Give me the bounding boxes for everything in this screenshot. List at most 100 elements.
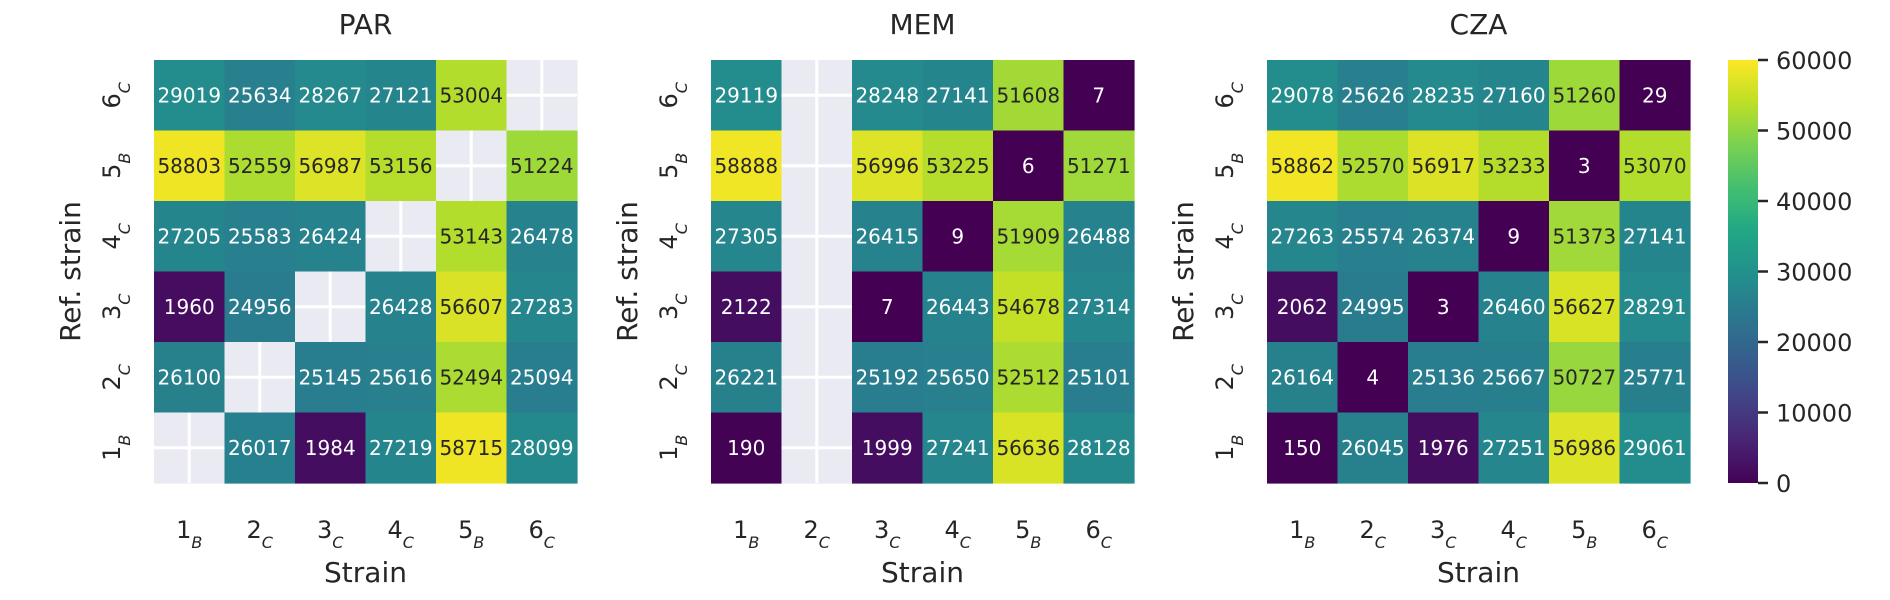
x-tick-label: 6C xyxy=(1086,516,1113,552)
cell-value-label: 58715 xyxy=(439,436,503,460)
heatmap-cell xyxy=(711,412,783,484)
cell-value-label: 27121 xyxy=(369,83,433,107)
colorbar-tick-label: 0 xyxy=(1776,470,1791,498)
cell-value-label: 52494 xyxy=(439,365,503,389)
x-tick-label: 6C xyxy=(1642,516,1669,552)
cell-value-label: 58803 xyxy=(157,154,221,178)
y-tick-label: 4C xyxy=(98,222,134,249)
cell-value-label: 28099 xyxy=(510,436,574,460)
x-tick-label: 2C xyxy=(1360,516,1387,552)
heatmap-cell xyxy=(852,271,924,343)
heatmap-cell xyxy=(365,60,437,132)
cell-value-label: 51909 xyxy=(996,224,1060,248)
heatmap-cell xyxy=(922,130,994,202)
heatmap-cell xyxy=(922,201,994,273)
colorbar-tick-label: 60000 xyxy=(1776,47,1852,75)
heatmap-cell xyxy=(1267,130,1339,202)
cell-value-label: 26164 xyxy=(1270,365,1334,389)
heatmap-cell xyxy=(224,201,296,273)
heatmap-cell xyxy=(922,60,994,132)
y-tick-label: 6C xyxy=(655,81,691,108)
heatmap-cell xyxy=(436,412,508,484)
cell-value-label: 25136 xyxy=(1411,365,1475,389)
cell-value-label: 27251 xyxy=(1482,436,1546,460)
cell-value-label: 25667 xyxy=(1482,365,1546,389)
heatmap-panel-mem: MEM 29119 28248 27141 51608 7 58888 56996 53225 6… xyxy=(611,8,1135,589)
cell-value-label: 56996 xyxy=(855,154,919,178)
cell-value-label: 51224 xyxy=(510,154,574,178)
heatmap-cell xyxy=(993,342,1065,414)
heatmap-cell xyxy=(1063,342,1135,414)
heatmap-cell xyxy=(1267,271,1339,343)
cell-value-label: 4 xyxy=(1366,365,1379,389)
colorbar-tick-label: 40000 xyxy=(1776,188,1852,216)
heatmap-cell xyxy=(1549,130,1621,202)
cell-value-label: 53156 xyxy=(369,154,433,178)
heatmap-cell xyxy=(1478,130,1550,202)
y-tick-label: 5B xyxy=(98,153,134,179)
colorbar-gradient xyxy=(1728,60,1758,483)
heatmap-cell xyxy=(1408,342,1480,414)
cell-value-label: 52512 xyxy=(996,365,1060,389)
cell-value-label: 25574 xyxy=(1341,224,1405,248)
cell-value-label: 51373 xyxy=(1552,224,1616,248)
heatmap-cell xyxy=(1337,60,1409,132)
x-tick-label: 5B xyxy=(458,516,484,552)
heatmap-cell xyxy=(295,412,367,484)
heatmap-cell xyxy=(711,130,783,202)
cell-value-label: 53233 xyxy=(1482,154,1546,178)
x-tick-label: 4C xyxy=(945,516,972,552)
heatmap-cell xyxy=(1478,60,1550,132)
missing-cell xyxy=(224,342,296,414)
heatmap-cell xyxy=(711,60,783,132)
x-tick-label: 5B xyxy=(1015,516,1041,552)
cell-value-label: 53143 xyxy=(439,224,503,248)
y-tick-label: 4C xyxy=(655,222,691,249)
heatmap-cell xyxy=(711,271,783,343)
y-axis-label: Ref. strain xyxy=(611,201,644,342)
cell-value-label: 53070 xyxy=(1623,154,1687,178)
heatmap-cell xyxy=(711,201,783,273)
cell-value-label: 56636 xyxy=(996,436,1060,460)
cell-value-label: 26488 xyxy=(1067,224,1131,248)
y-tick-label: 3C xyxy=(655,293,691,320)
heatmap-cell xyxy=(506,201,578,273)
missing-cell xyxy=(781,201,853,273)
heatmap-cell xyxy=(852,342,924,414)
cell-value-label: 3 xyxy=(1437,295,1450,319)
cell-value-label: 28128 xyxy=(1067,436,1131,460)
cell-value-label: 29078 xyxy=(1270,83,1334,107)
cell-value-label: 29119 xyxy=(714,83,778,107)
y-axis-label: Ref. strain xyxy=(54,201,87,342)
cell-value-label: 27314 xyxy=(1067,295,1131,319)
y-tick-label: 3C xyxy=(1211,293,1247,320)
cell-value-label: 27205 xyxy=(157,224,221,248)
cell-value-label: 56607 xyxy=(439,295,503,319)
cell-value-label: 27219 xyxy=(369,436,433,460)
x-tick-label: 2C xyxy=(804,516,831,552)
cell-value-label: 28267 xyxy=(298,83,362,107)
y-axis-label: Ref. strain xyxy=(1167,201,1200,342)
heatmap-cell xyxy=(295,60,367,132)
cell-value-label: 2062 xyxy=(1277,295,1328,319)
cell-value-label: 28291 xyxy=(1623,295,1687,319)
cell-value-label: 28235 xyxy=(1411,83,1475,107)
cell-value-label: 1999 xyxy=(862,436,913,460)
heatmap-cell xyxy=(1063,201,1135,273)
cell-value-label: 26428 xyxy=(369,295,433,319)
cell-value-label: 28248 xyxy=(855,83,919,107)
cell-value-label: 58862 xyxy=(1270,154,1334,178)
cell-value-label: 27160 xyxy=(1482,83,1546,107)
heatmap-cell xyxy=(1549,271,1621,343)
missing-cell xyxy=(436,130,508,202)
heatmap-cell xyxy=(1549,201,1621,273)
y-tick-label: 1B xyxy=(655,435,691,461)
y-tick-label: 5B xyxy=(1211,153,1247,179)
y-tick-label: 6C xyxy=(98,81,134,108)
heatmap-cell xyxy=(993,60,1065,132)
y-tick-label: 1B xyxy=(98,435,134,461)
heatmap-cell xyxy=(506,412,578,484)
cell-value-label: 26415 xyxy=(855,224,919,248)
cell-value-label: 26374 xyxy=(1411,224,1475,248)
missing-cell xyxy=(365,201,437,273)
